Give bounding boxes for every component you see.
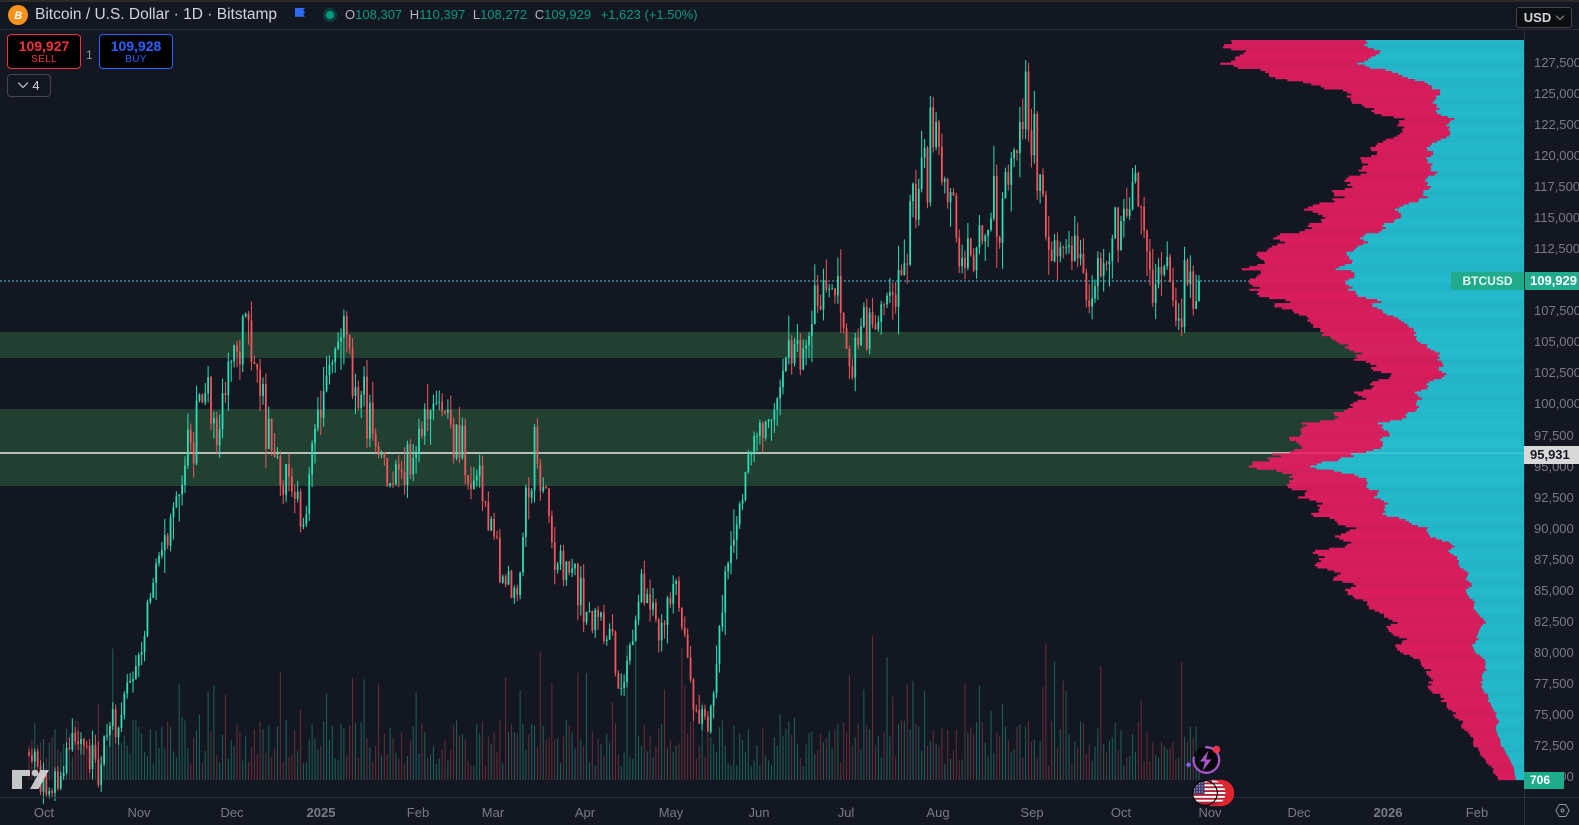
svg-text:B: B <box>14 10 22 22</box>
